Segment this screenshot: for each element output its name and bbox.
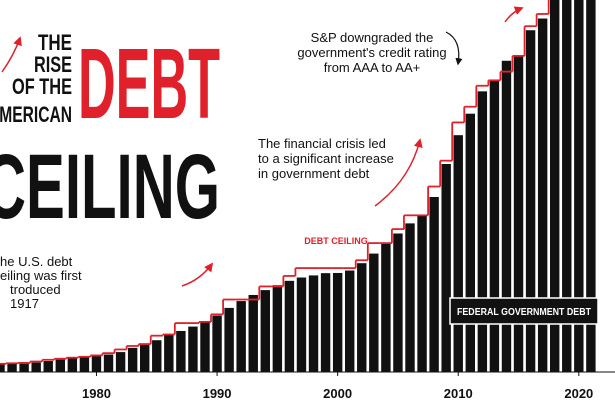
decor-arrow [374, 138, 423, 207]
annotation: from AAA to AA+ [324, 60, 420, 75]
x-tick-label: 1990 [203, 386, 232, 401]
bar [7, 363, 17, 372]
bar [19, 363, 29, 372]
bar [55, 359, 65, 372]
bar [417, 214, 427, 372]
bar [562, 0, 572, 372]
intro-line: he U.S. debt [0, 254, 73, 269]
intro-line: eiling was first [0, 268, 82, 283]
bar [260, 290, 270, 372]
annotation: in government debt [258, 166, 370, 181]
bar [489, 79, 500, 372]
bar [550, 0, 560, 373]
x-tick-label: 2000 [323, 386, 352, 401]
title-line: RISE [34, 52, 72, 77]
plot [0, 0, 615, 376]
title-line: OF THE [12, 74, 72, 99]
bar [248, 294, 258, 372]
bar [465, 113, 475, 373]
bar [453, 135, 463, 372]
title-line: DEBT [78, 28, 220, 140]
bar [212, 315, 222, 372]
bar [537, 18, 548, 373]
bar [188, 326, 198, 372]
bar [31, 362, 41, 372]
bar [441, 163, 451, 372]
x-tick-label: 2010 [444, 386, 473, 401]
bar [525, 30, 536, 373]
intro-line: 1917 [10, 296, 39, 311]
bar [91, 356, 102, 372]
bar [103, 354, 114, 372]
bar [393, 233, 403, 372]
bar [176, 330, 186, 372]
decor-arrow [181, 262, 214, 287]
annotation: government's credit rating [297, 45, 446, 60]
bar [513, 55, 524, 372]
decor-arrow [1, 36, 22, 73]
bar [501, 60, 512, 372]
bar [586, 0, 596, 372]
bar [369, 253, 379, 372]
legend-label: FEDERAL GOVERNMENT DEBT [457, 306, 591, 318]
bar [0, 364, 5, 372]
bar [332, 272, 343, 372]
bar [357, 263, 367, 372]
bar [345, 270, 355, 372]
annotation-arrow [445, 31, 463, 66]
bar [67, 358, 78, 372]
x-tick-label: 2020 [564, 386, 593, 401]
bar [405, 223, 415, 372]
bar [284, 280, 295, 372]
bar [43, 360, 53, 372]
bar [429, 197, 439, 372]
bar [236, 301, 246, 372]
annotation: to a significant increase [258, 151, 394, 166]
bar [79, 357, 90, 372]
legend-box [449, 297, 599, 325]
bar [308, 275, 319, 372]
x-tick-label: 1980 [82, 386, 111, 401]
bar [272, 285, 283, 372]
title-line: AMERICAN [0, 102, 72, 127]
bar [152, 340, 162, 372]
annotation: S&P downgraded the [311, 30, 434, 45]
annotation: The financial crisis led [258, 136, 386, 151]
legend-label: DEBT CEILING [304, 236, 368, 246]
bar [296, 277, 307, 372]
title-line: THE [38, 30, 72, 55]
bar [224, 307, 234, 372]
bar [115, 352, 126, 372]
bar [127, 347, 138, 372]
bar [381, 243, 391, 372]
bar [320, 273, 331, 372]
bar [477, 91, 488, 372]
decor-arrow [504, 6, 524, 23]
bar [574, 0, 584, 372]
intro-line: troduced [10, 282, 61, 297]
bar [200, 322, 210, 372]
bar [164, 334, 174, 372]
title-line: CEILING [0, 136, 220, 238]
bar [140, 344, 150, 372]
